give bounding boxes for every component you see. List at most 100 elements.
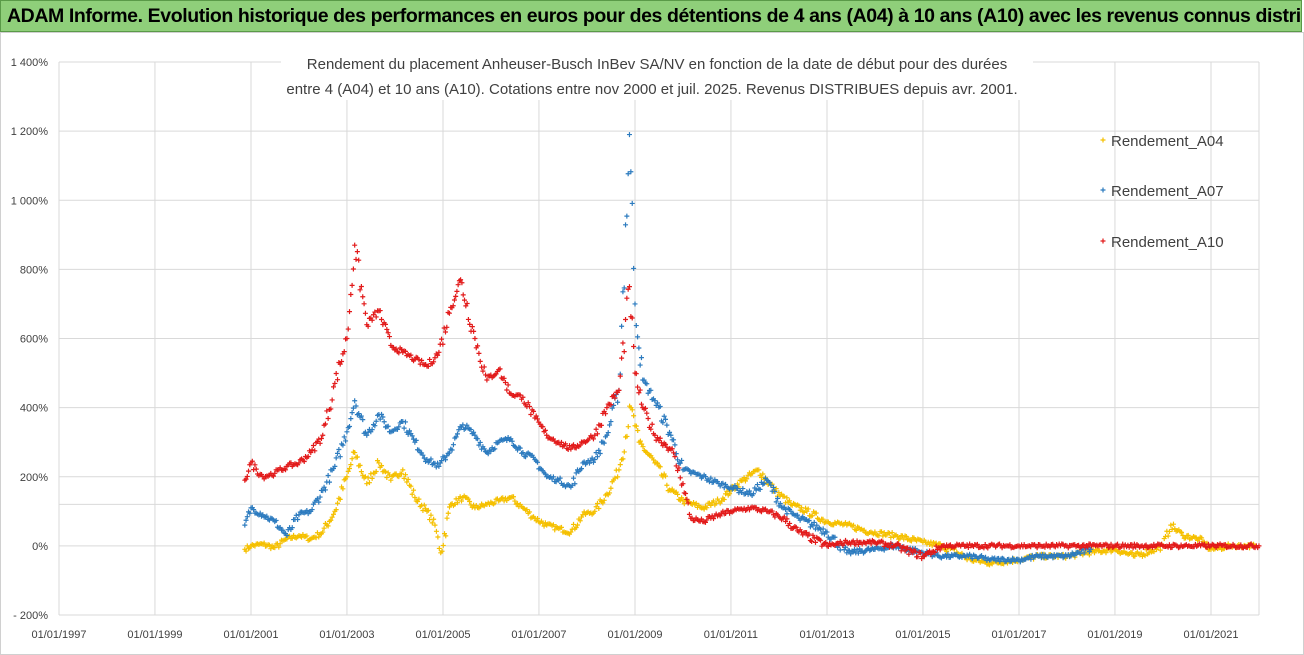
marker	[744, 489, 750, 495]
marker	[350, 405, 356, 411]
marker	[557, 475, 563, 481]
data-point	[592, 432, 598, 438]
marker	[902, 548, 908, 554]
marker	[620, 456, 626, 462]
marker	[633, 423, 639, 429]
marker	[455, 282, 461, 288]
marker	[727, 491, 733, 497]
marker	[1157, 547, 1163, 553]
marker	[534, 416, 540, 422]
marker	[309, 447, 315, 453]
marker	[558, 524, 564, 530]
marker	[631, 413, 637, 419]
marker	[313, 535, 319, 541]
marker	[671, 437, 677, 443]
marker	[322, 487, 328, 493]
marker	[497, 366, 503, 372]
marker	[573, 445, 579, 451]
marker	[1129, 550, 1135, 556]
marker	[277, 541, 283, 547]
marker	[444, 324, 450, 330]
marker	[317, 440, 323, 446]
marker	[301, 458, 307, 464]
marker	[347, 309, 353, 315]
marker	[445, 510, 451, 516]
data-point	[296, 512, 302, 518]
marker	[806, 531, 812, 537]
marker	[384, 326, 390, 332]
marker	[525, 400, 531, 406]
marker	[906, 551, 912, 557]
marker	[965, 545, 971, 551]
series-Rendement_A07	[242, 132, 1094, 565]
marker	[360, 294, 366, 300]
marker	[515, 447, 521, 453]
marker	[880, 539, 886, 545]
marker	[408, 352, 414, 358]
marker	[337, 496, 343, 502]
data-point	[458, 277, 464, 283]
marker	[477, 439, 483, 445]
marker	[823, 540, 829, 546]
marker	[810, 523, 816, 529]
marker	[594, 454, 600, 460]
marker	[1049, 552, 1055, 558]
marker	[675, 468, 681, 474]
marker	[590, 436, 596, 442]
x-tick-label: 01/01/1999	[127, 629, 182, 641]
marker	[283, 467, 289, 473]
data-point	[484, 377, 490, 383]
marker	[637, 362, 643, 368]
marker	[586, 460, 592, 466]
marker	[776, 490, 782, 496]
marker	[331, 384, 337, 390]
marker	[348, 291, 354, 297]
marker	[685, 500, 691, 506]
data-point	[1132, 553, 1138, 559]
marker	[1050, 555, 1056, 561]
marker	[322, 421, 328, 427]
marker	[1138, 550, 1144, 556]
marker	[624, 433, 630, 439]
marker	[577, 518, 583, 524]
marker	[629, 200, 635, 206]
x-tick-label: 01/01/2005	[415, 629, 470, 641]
x-axis-tick-labels: 01/01/1997 01/01/1999 01/01/2001 01/01/2003…	[31, 629, 1238, 641]
y-axis-tick-labels: - 200% 0% 200% 400% 600% 800% 1 000% 1 200% 1 40…	[11, 57, 49, 622]
marker	[1166, 529, 1172, 535]
marker	[1115, 541, 1121, 547]
marker	[362, 310, 368, 316]
marker	[698, 516, 704, 522]
marker	[1017, 559, 1023, 565]
marker	[624, 213, 630, 219]
data-point	[844, 550, 850, 556]
marker	[818, 537, 824, 543]
marker	[333, 507, 339, 513]
marker	[848, 551, 854, 557]
marker	[324, 408, 330, 414]
marker	[769, 508, 775, 514]
x-tick-label: 01/01/2021	[1183, 629, 1238, 641]
marker	[1179, 529, 1185, 535]
marker	[796, 503, 802, 509]
marker	[757, 486, 763, 492]
marker	[329, 397, 335, 403]
marker	[550, 474, 556, 480]
marker	[638, 401, 644, 407]
data-point	[604, 432, 610, 438]
marker	[304, 507, 310, 513]
marker	[480, 368, 486, 374]
marker	[804, 530, 810, 536]
marker	[310, 442, 316, 448]
marker	[379, 317, 385, 323]
marker	[686, 511, 692, 517]
marker	[383, 321, 389, 327]
marker	[1081, 542, 1087, 548]
marker	[664, 482, 670, 488]
data-point	[626, 132, 632, 138]
marker	[454, 288, 460, 294]
marker	[605, 430, 611, 436]
marker	[270, 473, 276, 479]
marker	[719, 498, 725, 504]
marker	[405, 431, 411, 437]
